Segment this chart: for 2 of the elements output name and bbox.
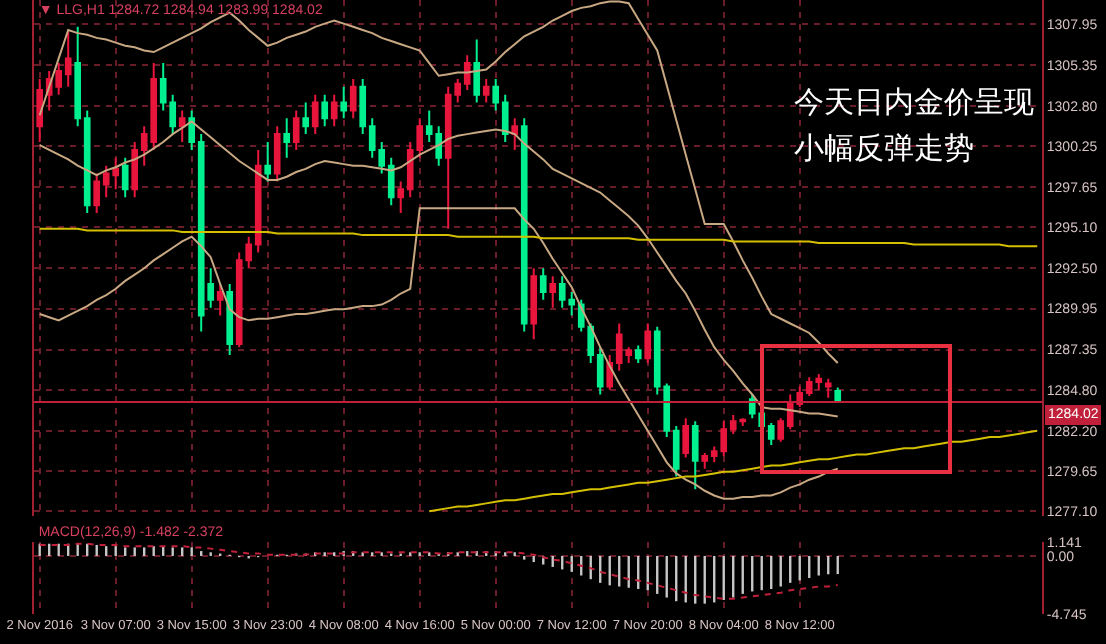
annotation: 小幅反弹走势 (794, 130, 974, 166)
annotation: 今天日内金价呈现 (794, 84, 1034, 120)
